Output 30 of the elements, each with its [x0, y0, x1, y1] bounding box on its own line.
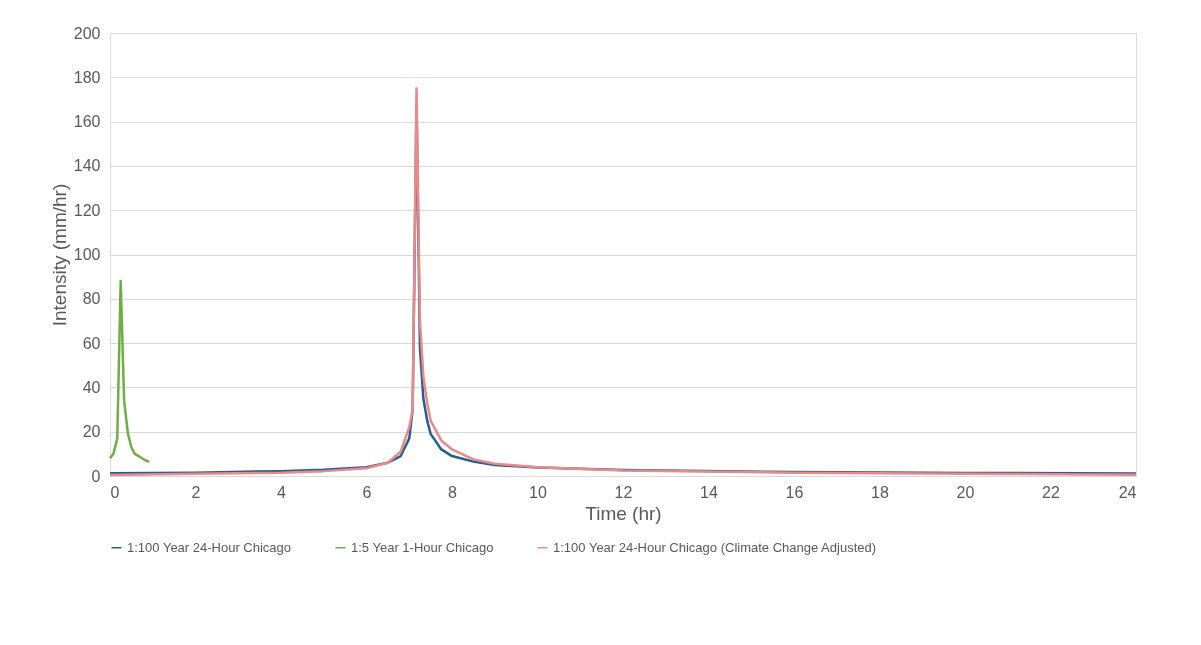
x-tick-label: 0: [110, 483, 120, 501]
y-tick-label: 180: [73, 68, 101, 86]
y-tick-label: 100: [73, 246, 101, 263]
x-tick-label: 2: [191, 483, 201, 501]
x-tick-label: 8: [448, 483, 458, 501]
x-tick-label: 18: [871, 483, 889, 501]
x-tick-label: 12: [614, 483, 633, 501]
y-tick-label: 60: [82, 334, 101, 352]
y-tick-label: 40: [82, 378, 101, 396]
legend-label: 1:100 Year 24-Hour Chicago: [127, 539, 292, 555]
x-tick-label: 16: [785, 483, 804, 501]
x-tick-label: 6: [362, 483, 372, 501]
x-tick-label: 14: [700, 483, 718, 501]
legend-label: 1:100 Year 24-Hour Chicago (Climate Change Adjusted): [553, 539, 877, 555]
x-tick-label: 24: [1118, 483, 1137, 501]
x-axis-title: Time (hr): [585, 502, 662, 524]
x-tick-label: 4: [277, 483, 287, 501]
x-tick-label: 10: [529, 483, 547, 501]
y-tick-label: 120: [73, 201, 101, 219]
y-tick-label: 80: [82, 290, 101, 308]
y-tick-label: 160: [73, 113, 101, 131]
x-tick-label: 20: [956, 483, 975, 501]
y-tick-label: 0: [91, 467, 101, 485]
line-series: [108, 279, 151, 463]
y-tick-label: 20: [82, 423, 101, 441]
x-tick-label: 22: [1042, 483, 1060, 501]
y-axis-title: Intensity (mm/hr): [48, 183, 70, 327]
legend-label: 1:5 Year 1-Hour Chicago: [351, 539, 494, 555]
y-tick-label: 200: [73, 24, 101, 42]
y-tick-label: 140: [73, 157, 101, 175]
